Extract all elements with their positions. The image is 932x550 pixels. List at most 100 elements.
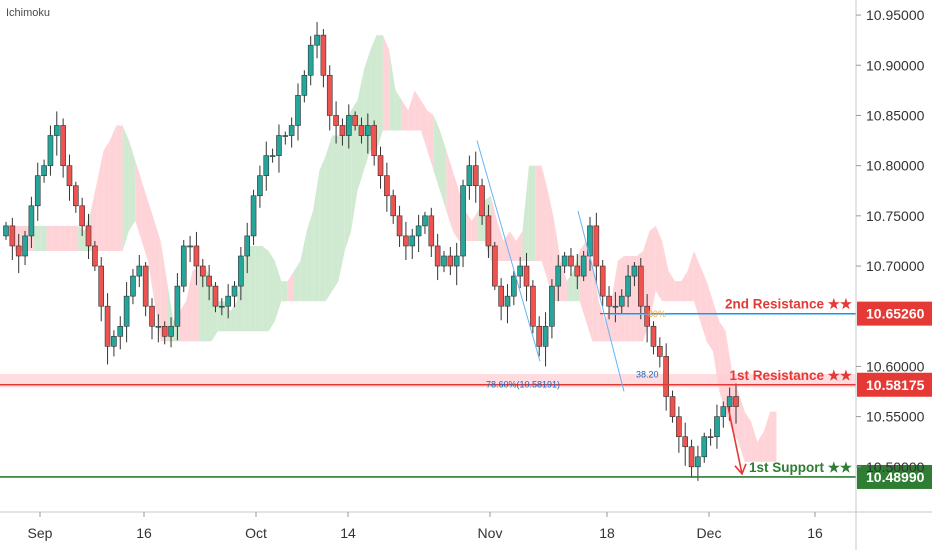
candle-body — [720, 406, 727, 417]
cloud-segment — [668, 271, 675, 302]
cloud-segment — [547, 190, 555, 302]
level-label: 2nd Resistance ★★ — [725, 297, 853, 312]
candle-body — [206, 275, 212, 287]
cloud-segment — [579, 240, 586, 322]
cloud-segment — [325, 135, 333, 302]
cloud-segment — [90, 180, 98, 251]
cloud-segment — [287, 271, 294, 302]
time-tick-label: Nov — [478, 525, 503, 541]
cloud-segment — [649, 225, 656, 322]
candle-body — [187, 245, 193, 248]
cloud-segment — [420, 100, 428, 151]
cloud-segment — [560, 261, 567, 302]
fib-label: 80% — [648, 309, 666, 319]
candle-body — [161, 325, 168, 337]
cloud-segment — [408, 90, 415, 131]
cloud-segment — [516, 230, 523, 262]
candle-body — [250, 195, 257, 237]
cloud-segment — [224, 301, 231, 332]
cloud-segment — [763, 411, 771, 462]
cloud-segment — [427, 110, 434, 171]
cloud-segment — [122, 125, 129, 251]
candle-body — [155, 325, 162, 328]
candle-body — [606, 295, 612, 307]
cloud-segment — [160, 240, 168, 342]
cloud-segment — [116, 125, 123, 251]
cloud-segment — [109, 125, 117, 251]
candle-body — [345, 115, 352, 136]
candle-body — [504, 295, 511, 307]
price-tick-label: 10.55000 — [866, 409, 925, 425]
candle-body — [530, 285, 536, 327]
price-tick-label: 10.50000 — [866, 459, 925, 475]
cloud-segment — [744, 411, 752, 462]
cloud-segment — [154, 220, 161, 342]
cloud-segment — [554, 220, 561, 302]
cloud-segment — [14, 225, 22, 251]
candle-body — [85, 225, 92, 247]
candle-body — [263, 155, 270, 176]
cloud-segment — [522, 165, 529, 262]
level-label: 1st Support ★★ — [749, 460, 853, 475]
cloud-segment — [497, 220, 504, 262]
candle-body — [733, 396, 739, 407]
cloud-segment — [630, 256, 637, 342]
candle-body — [466, 165, 473, 187]
cloud-segment — [706, 281, 713, 352]
cloud-segment — [363, 50, 371, 171]
time-tick-label: 16 — [807, 525, 823, 541]
time-axis[interactable]: Sep 16 Oct 14 Nov 18 Dec 16 — [0, 511, 932, 541]
candle-body — [663, 356, 669, 397]
cloud-segment — [344, 110, 352, 251]
cloud-segment — [217, 301, 225, 332]
candle-body — [403, 235, 409, 247]
projection-leg — [577, 210, 625, 392]
cloud-segment — [243, 245, 250, 332]
price-tick-label: 10.95000 — [866, 7, 925, 23]
cloud-segment — [624, 256, 631, 342]
candle-body — [53, 125, 60, 136]
cloud-segment — [655, 225, 663, 302]
candle-body — [523, 265, 530, 287]
cloud-segment — [687, 250, 694, 302]
candle-body — [491, 245, 498, 287]
cloud-segment — [294, 261, 301, 302]
candle-body — [257, 175, 263, 197]
cloud-segment — [103, 140, 110, 251]
cloud-segment — [662, 240, 669, 302]
candle-body — [142, 265, 149, 307]
price-tick-label: 10.90000 — [866, 57, 925, 73]
time-tick-label: Sep — [28, 525, 53, 541]
candle-body — [434, 245, 441, 267]
indicator-label[interactable]: Ichimoku — [6, 7, 51, 19]
cloud-segment — [313, 170, 320, 302]
cloud-segment — [40, 225, 47, 251]
ichimoku-cloud — [14, 35, 777, 462]
cloud-segment — [598, 301, 606, 342]
candlestick-series — [3, 22, 739, 481]
cloud-segment — [179, 301, 187, 342]
candle-body — [339, 125, 346, 136]
candle-body — [41, 165, 47, 176]
candle-body — [28, 205, 35, 237]
cloud-segment — [255, 245, 263, 332]
candle-body — [244, 235, 251, 257]
candle-body — [358, 125, 365, 136]
cloud-segment — [198, 266, 206, 342]
projection-arrow — [727, 406, 743, 475]
candle-body — [409, 235, 416, 247]
candle-body — [447, 255, 454, 267]
level-price-value: 10.48990 — [866, 469, 925, 485]
candle-body — [3, 225, 9, 237]
cloud-segment — [268, 250, 275, 332]
candle-body — [637, 265, 644, 307]
price-tick-label: 10.80000 — [866, 158, 925, 174]
level-lines: 2nd Resistance ★★ 10.65260 1st Resistance … — [0, 297, 932, 489]
cloud-segment — [230, 301, 237, 332]
candle-body — [707, 436, 714, 439]
candle-body — [282, 135, 289, 137]
candle-body — [511, 275, 517, 297]
price-axis[interactable]: 10.95000 10.90000 10.85000 10.80000 10.75000… — [855, 0, 925, 550]
candle-body — [47, 135, 54, 166]
